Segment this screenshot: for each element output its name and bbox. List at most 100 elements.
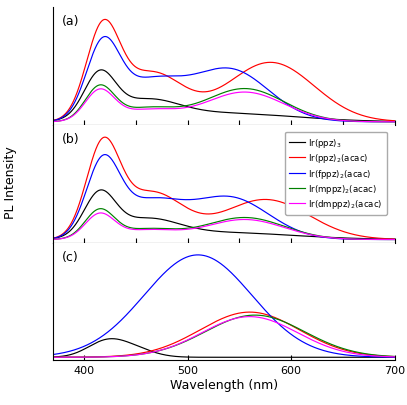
Ir(mppz)$_2$(acac) — [77, 226, 82, 231]
Ir(ppz)$_2$(acac) — [195, 329, 200, 334]
Ir(ppz)$_3$ — [77, 98, 82, 103]
Ir(dmppz)$_2$(acac) — [91, 214, 96, 219]
Line: Ir(ppz)$_3$: Ir(ppz)$_3$ — [53, 190, 395, 240]
Ir(fppz)$_2$(acac) — [77, 346, 82, 351]
Line: Ir(dmppz)$_2$(acac): Ir(dmppz)$_2$(acac) — [53, 317, 395, 357]
Ir(ppz)$_3$ — [203, 228, 208, 233]
Ir(ppz)$_2$(acac) — [196, 90, 201, 95]
Ir(mppz)$_2$(acac) — [77, 355, 82, 360]
Ir(fppz)$_2$(acac) — [196, 197, 201, 202]
Ir(fppz)$_2$(acac) — [392, 237, 397, 242]
Ir(ppz)$_2$(acac) — [50, 119, 55, 124]
Ir(fppz)$_2$(acac) — [245, 73, 250, 78]
Line: Ir(fppz)$_2$(acac): Ir(fppz)$_2$(acac) — [53, 155, 395, 240]
Ir(fppz)$_2$(acac) — [50, 119, 55, 124]
Ir(fppz)$_2$(acac) — [245, 288, 250, 293]
Ir(ppz)$_2$(acac) — [103, 135, 107, 140]
Ir(ppz)$_2$(acac) — [247, 310, 252, 315]
Ir(ppz)$_3$ — [196, 107, 201, 112]
Ir(ppz)$_3$ — [99, 188, 104, 193]
Ir(ppz)$_3$ — [77, 217, 82, 222]
Ir(ppz)$_3$ — [392, 119, 397, 124]
Ir(fppz)$_2$(acac) — [91, 51, 96, 56]
Ir(dmppz)$_2$(acac) — [50, 237, 55, 242]
Ir(dmppz)$_2$(acac) — [98, 211, 103, 216]
Ir(mppz)$_2$(acac) — [196, 101, 201, 106]
Ir(dmppz)$_2$(acac) — [245, 90, 250, 95]
Ir(dmppz)$_2$(acac) — [209, 326, 214, 330]
Line: Ir(fppz)$_2$(acac): Ir(fppz)$_2$(acac) — [53, 255, 395, 357]
Ir(ppz)$_3$ — [245, 355, 250, 360]
Ir(mppz)$_2$(acac) — [245, 215, 250, 220]
Ir(fppz)$_2$(acac) — [195, 253, 200, 258]
Ir(ppz)$_2$(acac) — [203, 325, 208, 330]
Ir(ppz)$_2$(acac) — [50, 236, 55, 241]
Ir(ppz)$_3$ — [203, 109, 208, 113]
Ir(fppz)$_2$(acac) — [50, 237, 55, 241]
Ir(ppz)$_2$(acac) — [77, 202, 82, 207]
Ir(ppz)$_2$(acac) — [245, 310, 250, 315]
Ir(ppz)$_2$(acac) — [392, 119, 397, 124]
Ir(fppz)$_2$(acac) — [203, 70, 208, 75]
Ir(ppz)$_2$(acac) — [245, 68, 250, 73]
Ir(dmppz)$_2$(acac) — [203, 100, 208, 105]
Ir(ppz)$_3$ — [91, 342, 96, 347]
Ir(mppz)$_2$(acac) — [98, 83, 103, 88]
Ir(mppz)$_2$(acac) — [98, 207, 103, 211]
Ir(dmppz)$_2$(acac) — [98, 87, 103, 92]
Ir(mppz)$_2$(acac) — [392, 354, 397, 359]
Text: (b): (b) — [61, 132, 79, 145]
Ir(ppz)$_3$ — [245, 112, 250, 117]
Ir(mppz)$_2$(acac) — [209, 221, 214, 226]
Ir(mppz)$_2$(acac) — [203, 330, 208, 335]
Ir(ppz)$_2$(acac) — [77, 84, 82, 89]
Ir(ppz)$_2$(acac) — [209, 322, 214, 326]
Ir(dmppz)$_2$(acac) — [196, 226, 201, 230]
Ir(mppz)$_2$(acac) — [91, 355, 96, 360]
Ir(fppz)$_2$(acac) — [103, 153, 107, 158]
Ir(ppz)$_2$(acac) — [77, 355, 82, 360]
Ir(ppz)$_3$ — [91, 74, 96, 79]
Ir(fppz)$_2$(acac) — [209, 195, 214, 200]
Ir(dmppz)$_2$(acac) — [392, 354, 397, 359]
Legend: Ir(ppz)$_3$, Ir(ppz)$_2$(acac), Ir(fppz)$_2$(acac), Ir(mppz)$_2$(acac), Ir(dmppz: Ir(ppz)$_3$, Ir(ppz)$_2$(acac), Ir(fppz)… — [285, 132, 387, 215]
Ir(dmppz)$_2$(acac) — [50, 120, 55, 125]
Ir(ppz)$_3$ — [209, 355, 214, 360]
Ir(fppz)$_2$(acac) — [196, 253, 201, 258]
Ir(ppz)$_3$ — [109, 337, 114, 341]
Ir(ppz)$_3$ — [50, 355, 55, 360]
Ir(fppz)$_2$(acac) — [91, 169, 96, 174]
Ir(mppz)$_2$(acac) — [245, 87, 250, 92]
Ir(mppz)$_2$(acac) — [77, 107, 82, 111]
Ir(dmppz)$_2$(acac) — [245, 217, 250, 222]
Ir(mppz)$_2$(acac) — [195, 333, 200, 338]
Ir(ppz)$_3$ — [50, 237, 55, 241]
Ir(ppz)$_3$ — [203, 355, 208, 360]
Ir(fppz)$_2$(acac) — [209, 68, 214, 73]
Ir(ppz)$_2$(acac) — [209, 212, 214, 217]
Line: Ir(dmppz)$_2$(acac): Ir(dmppz)$_2$(acac) — [53, 90, 395, 122]
Ir(fppz)$_2$(acac) — [91, 339, 96, 344]
Text: (a): (a) — [61, 15, 79, 28]
Text: PL Intensity: PL Intensity — [4, 146, 17, 219]
Ir(ppz)$_3$ — [209, 229, 214, 234]
Ir(mppz)$_2$(acac) — [50, 355, 55, 360]
Ir(ppz)$_2$(acac) — [91, 355, 96, 360]
Ir(mppz)$_2$(acac) — [91, 87, 96, 92]
Ir(fppz)$_2$(acac) — [103, 35, 107, 40]
Ir(mppz)$_2$(acac) — [91, 210, 96, 215]
Ir(ppz)$_2$(acac) — [91, 37, 96, 42]
Line: Ir(dmppz)$_2$(acac): Ir(dmppz)$_2$(acac) — [53, 213, 395, 240]
Ir(ppz)$_3$ — [99, 68, 104, 73]
Ir(fppz)$_2$(acac) — [392, 355, 397, 360]
Ir(dmppz)$_2$(acac) — [77, 355, 82, 360]
Ir(fppz)$_2$(acac) — [196, 72, 201, 77]
Ir(dmppz)$_2$(acac) — [50, 355, 55, 360]
Line: Ir(ppz)$_3$: Ir(ppz)$_3$ — [53, 339, 395, 357]
Ir(mppz)$_2$(acac) — [50, 120, 55, 125]
Ir(fppz)$_2$(acac) — [392, 120, 397, 125]
Ir(ppz)$_3$ — [392, 237, 397, 242]
Ir(mppz)$_2$(acac) — [50, 237, 55, 242]
Ir(ppz)$_2$(acac) — [209, 89, 214, 94]
Ir(fppz)$_2$(acac) — [77, 208, 82, 213]
